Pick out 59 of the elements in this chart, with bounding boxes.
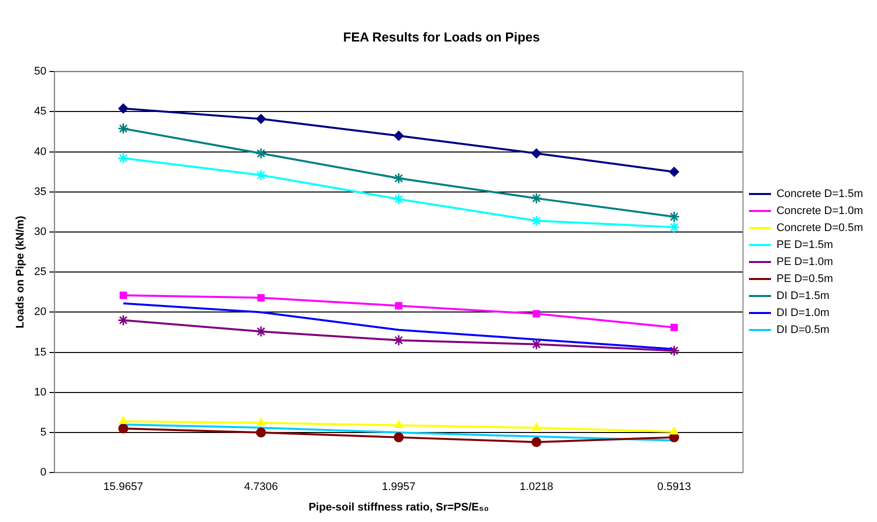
point xyxy=(532,310,540,318)
point xyxy=(255,169,267,181)
y-tick-label: 10 xyxy=(34,386,46,398)
legend-label: DI D=1.5m xyxy=(776,290,830,302)
x-tick-label: 15.9657 xyxy=(103,481,144,494)
legend-label: PE D=1.0m xyxy=(776,256,834,268)
point xyxy=(118,103,128,114)
point xyxy=(530,192,542,204)
y-tick-label: 40 xyxy=(34,146,46,158)
legend-label: PE D=0.5m xyxy=(776,273,834,286)
chart-title: FEA Results for Loads on Pipes xyxy=(343,29,540,44)
point xyxy=(118,416,128,424)
legend-label: PE D=1.5m xyxy=(776,239,834,252)
y-tick-label: 0 xyxy=(40,466,46,479)
point xyxy=(394,432,404,442)
y-tick-label: 20 xyxy=(34,306,46,318)
x-tick-label: 1.0218 xyxy=(520,481,554,494)
point xyxy=(669,166,680,177)
x-tick-label: 1.9957 xyxy=(382,481,416,494)
point xyxy=(392,334,404,346)
point xyxy=(670,324,678,332)
y-tick-label: 35 xyxy=(34,186,46,198)
y-axis-title: Loads on Pipe (kN/m) xyxy=(14,216,27,328)
legend-label: DI D=0.5m xyxy=(776,324,830,336)
x-tick-label: 4.7306 xyxy=(244,481,278,494)
point xyxy=(392,172,404,184)
y-tick-label: 25 xyxy=(34,266,46,278)
x-tick-label: 0.5913 xyxy=(657,481,691,494)
y-tick-label: 5 xyxy=(40,426,46,439)
point xyxy=(532,422,541,430)
legend-label: Concrete D=1.0m xyxy=(776,205,864,218)
point xyxy=(120,292,127,300)
point xyxy=(531,148,542,158)
point xyxy=(118,314,130,326)
y-tick-label: 45 xyxy=(34,106,46,118)
point xyxy=(394,130,404,141)
legend-label: Concrete D=1.5m xyxy=(776,188,864,200)
point xyxy=(255,326,267,338)
legend-label: DI D=1.0m xyxy=(776,307,830,320)
x-axis-title: Pipe-soil stiffness ratio, Sr=PS/E₅₀ xyxy=(308,501,489,514)
point xyxy=(395,302,402,310)
point xyxy=(531,437,542,448)
point xyxy=(257,294,265,302)
point xyxy=(256,114,266,124)
point xyxy=(118,152,130,164)
point xyxy=(668,211,680,223)
point xyxy=(256,418,266,426)
point xyxy=(394,420,404,428)
point xyxy=(255,148,267,160)
legend-label: Concrete D=0.5m xyxy=(776,222,864,234)
point xyxy=(670,426,679,434)
point xyxy=(256,428,266,438)
y-tick-label: 30 xyxy=(34,226,46,238)
y-tick-label: 50 xyxy=(34,66,46,78)
point xyxy=(668,221,680,233)
y-tick-label: 15 xyxy=(34,346,46,358)
point xyxy=(118,122,130,134)
point xyxy=(118,423,128,434)
point xyxy=(392,193,404,205)
